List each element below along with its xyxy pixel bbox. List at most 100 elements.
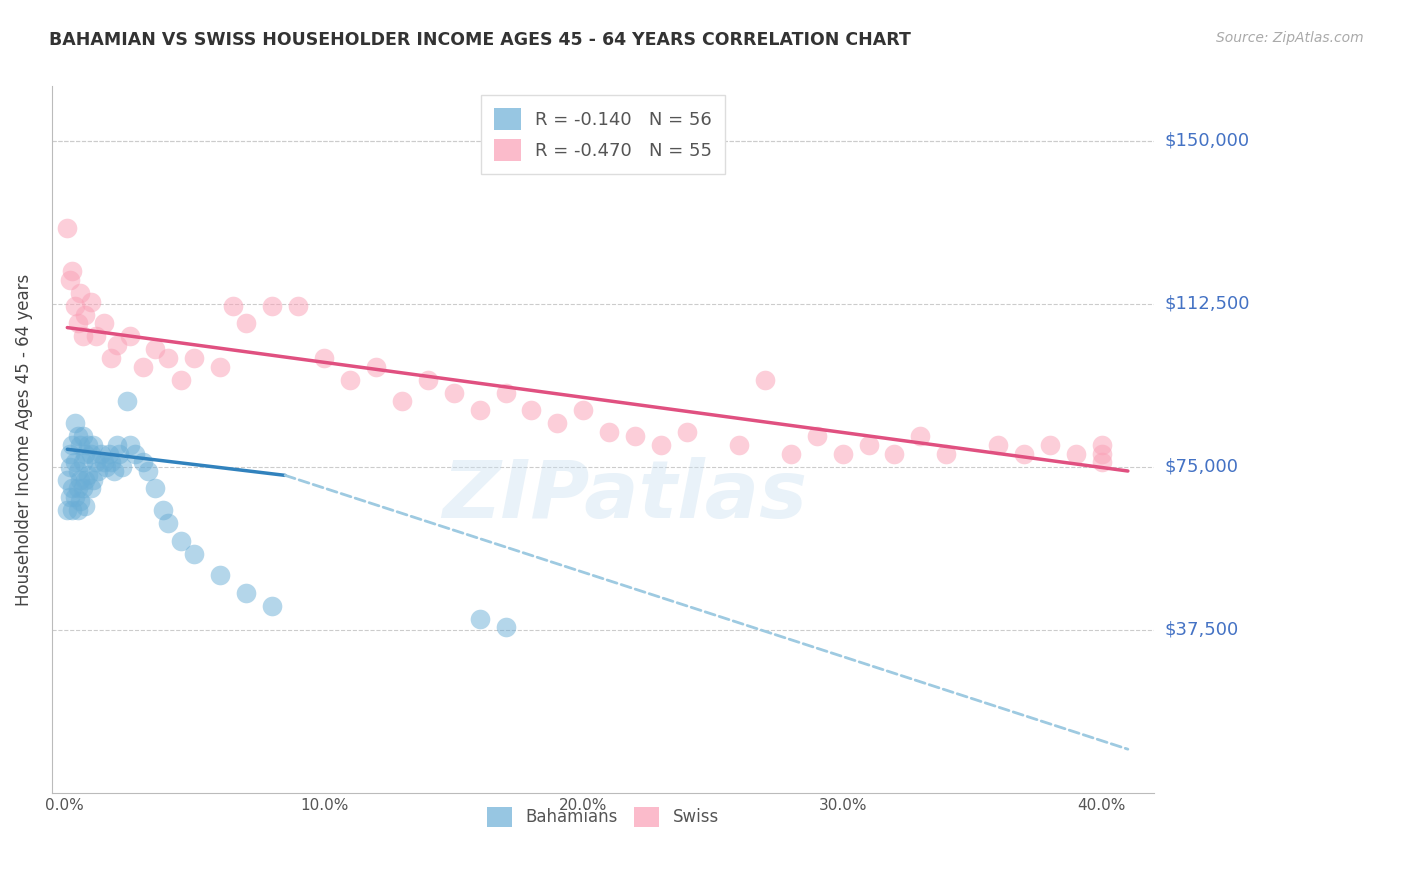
Point — [77, 468, 100, 483]
Point — [676, 425, 699, 439]
Point — [62, 264, 84, 278]
Point — [170, 533, 193, 548]
Point — [77, 438, 100, 452]
Point — [59, 273, 82, 287]
Point — [118, 329, 141, 343]
Point — [62, 482, 84, 496]
Point — [364, 359, 387, 374]
Point — [222, 299, 245, 313]
Point — [66, 429, 89, 443]
Point — [598, 425, 620, 439]
Point — [66, 503, 89, 517]
Point — [59, 459, 82, 474]
Point — [754, 373, 776, 387]
Point — [111, 459, 134, 474]
Point — [69, 285, 91, 300]
Point — [105, 438, 128, 452]
Point — [108, 447, 131, 461]
Point — [170, 373, 193, 387]
Point — [1091, 438, 1114, 452]
Y-axis label: Householder Income Ages 45 - 64 years: Householder Income Ages 45 - 64 years — [15, 273, 32, 606]
Point — [79, 294, 101, 309]
Text: $75,000: $75,000 — [1166, 458, 1239, 475]
Legend: Bahamians, Swiss: Bahamians, Swiss — [479, 800, 725, 834]
Point — [59, 447, 82, 461]
Point — [75, 308, 97, 322]
Point — [59, 490, 82, 504]
Point — [495, 620, 517, 634]
Point — [1091, 447, 1114, 461]
Point — [209, 568, 232, 582]
Point — [90, 447, 112, 461]
Point — [69, 473, 91, 487]
Point — [287, 299, 309, 313]
Point — [235, 316, 257, 330]
Point — [93, 316, 115, 330]
Point — [468, 403, 491, 417]
Point — [806, 429, 828, 443]
Point — [858, 438, 880, 452]
Point — [152, 503, 174, 517]
Point — [79, 447, 101, 461]
Text: $37,500: $37,500 — [1166, 621, 1239, 639]
Point — [56, 473, 79, 487]
Point — [416, 373, 439, 387]
Point — [62, 503, 84, 517]
Point — [910, 429, 932, 443]
Point — [1064, 447, 1087, 461]
Point — [779, 447, 801, 461]
Point — [728, 438, 751, 452]
Point — [339, 373, 361, 387]
Point — [100, 455, 122, 469]
Point — [69, 438, 91, 452]
Point — [96, 459, 118, 474]
Point — [468, 612, 491, 626]
Point — [495, 385, 517, 400]
Point — [157, 516, 180, 531]
Point — [650, 438, 672, 452]
Point — [1012, 447, 1035, 461]
Point — [209, 359, 232, 374]
Point — [63, 416, 86, 430]
Point — [831, 447, 853, 461]
Point — [443, 385, 465, 400]
Point — [87, 464, 110, 478]
Point — [520, 403, 543, 417]
Point — [97, 447, 120, 461]
Point — [63, 299, 86, 313]
Point — [262, 299, 284, 313]
Point — [103, 464, 125, 478]
Text: $112,500: $112,500 — [1166, 294, 1250, 313]
Point — [987, 438, 1010, 452]
Point — [72, 429, 94, 443]
Point — [66, 482, 89, 496]
Point — [75, 499, 97, 513]
Point — [115, 394, 138, 409]
Point — [183, 351, 205, 365]
Point — [84, 455, 107, 469]
Point — [72, 482, 94, 496]
Point — [262, 599, 284, 613]
Point — [100, 351, 122, 365]
Point — [93, 455, 115, 469]
Point — [124, 447, 146, 461]
Text: BAHAMIAN VS SWISS HOUSEHOLDER INCOME AGES 45 - 64 YEARS CORRELATION CHART: BAHAMIAN VS SWISS HOUSEHOLDER INCOME AGE… — [49, 31, 911, 49]
Point — [82, 438, 104, 452]
Point — [1091, 455, 1114, 469]
Point — [183, 547, 205, 561]
Point — [63, 455, 86, 469]
Text: ZIPatlas: ZIPatlas — [443, 457, 807, 535]
Point — [883, 447, 905, 461]
Point — [66, 464, 89, 478]
Text: Source: ZipAtlas.com: Source: ZipAtlas.com — [1216, 31, 1364, 45]
Point — [624, 429, 647, 443]
Point — [312, 351, 335, 365]
Point — [75, 473, 97, 487]
Point — [391, 394, 413, 409]
Point — [75, 447, 97, 461]
Point — [66, 316, 89, 330]
Point — [131, 455, 153, 469]
Point — [72, 329, 94, 343]
Point — [105, 338, 128, 352]
Point — [118, 438, 141, 452]
